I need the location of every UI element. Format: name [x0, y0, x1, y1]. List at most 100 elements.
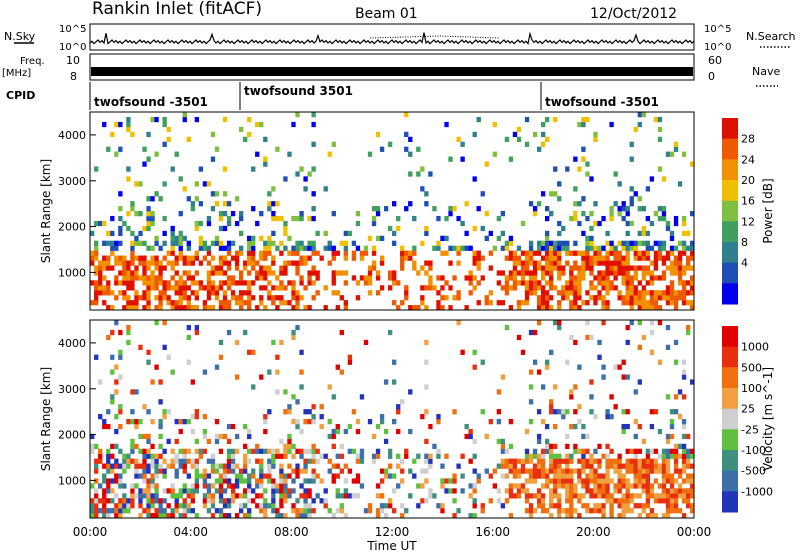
- velocity-cell: [138, 493, 143, 499]
- velocity-cell: [657, 483, 663, 489]
- power-cell: [508, 270, 514, 276]
- velocity-cell: [279, 478, 284, 484]
- velocity-cell: [508, 443, 514, 449]
- power-cell: [412, 215, 417, 222]
- power-cell: [685, 245, 691, 251]
- power-cell: [528, 290, 534, 296]
- velocity-cell: [186, 493, 191, 499]
- power-cell: [267, 290, 272, 296]
- velocity-cell: [532, 463, 538, 469]
- power-cell: [597, 250, 602, 256]
- velocity-cell: [569, 394, 574, 400]
- velocity-cell: [589, 463, 594, 469]
- velocity-cell: [247, 513, 252, 519]
- velocity-cell: [392, 379, 397, 385]
- velocity-cell: [214, 488, 220, 494]
- power-cell: [536, 146, 542, 152]
- power-cell: [673, 220, 679, 227]
- velocity-cell: [577, 458, 582, 464]
- velocity-cell: [146, 433, 151, 440]
- velocity-cell: [440, 478, 445, 484]
- velocity-cell: [291, 453, 296, 459]
- power-cell: [90, 300, 95, 306]
- velocity-cell: [669, 433, 675, 440]
- velocity-cell: [657, 468, 663, 474]
- velocity-cell: [633, 433, 638, 440]
- power-cell: [114, 255, 119, 261]
- velocity-cell: [673, 463, 679, 469]
- power-cell: [520, 300, 526, 306]
- power-cell: [230, 255, 236, 261]
- power-cell: [243, 136, 248, 142]
- power-cell: [645, 270, 651, 276]
- power-cell: [299, 295, 304, 301]
- velocity-cell: [259, 493, 264, 499]
- velocity-cell: [456, 320, 461, 326]
- velocity-cell: [577, 468, 582, 474]
- velocity-cell: [492, 468, 497, 474]
- power-cell: [283, 265, 288, 271]
- power-cell: [98, 290, 103, 296]
- velocity-cell: [424, 468, 429, 474]
- velocity-cell: [512, 463, 518, 469]
- velocity-cell: [263, 428, 268, 435]
- power-cell: [222, 280, 228, 286]
- power-cell: [573, 215, 578, 222]
- power-cell: [532, 206, 538, 212]
- velocity-cell: [114, 508, 119, 514]
- velocity-cell: [230, 453, 236, 459]
- power-cell: [536, 305, 542, 311]
- power-cell: [243, 265, 248, 271]
- velocity-cell: [287, 463, 292, 469]
- velocity-cell: [311, 468, 316, 474]
- velocity-cell: [512, 493, 518, 499]
- velocity-cell: [94, 493, 99, 499]
- velocity-cell: [641, 483, 646, 489]
- power-cell: [134, 270, 139, 276]
- velocity-cell: [536, 488, 542, 494]
- power-cell: [202, 300, 208, 306]
- velocity-cell: [251, 473, 256, 479]
- velocity-cell: [653, 513, 659, 519]
- power-cell: [468, 280, 473, 286]
- power-cell: [110, 245, 115, 251]
- power-cell: [573, 300, 578, 306]
- power-cell: [617, 240, 622, 246]
- velocity-cell: [387, 448, 393, 454]
- velocity-cell: [150, 458, 155, 464]
- velocity-cell: [637, 463, 642, 469]
- velocity-cell: [649, 448, 655, 454]
- power-cell: [263, 255, 268, 261]
- velocity-cell: [102, 463, 107, 469]
- power-cell: [412, 245, 417, 251]
- velocity-cell: [331, 463, 336, 469]
- power-cell: [549, 191, 554, 197]
- velocity-cell: [194, 414, 200, 420]
- power-cell: [146, 225, 151, 232]
- power-cell: [234, 260, 240, 266]
- power-cell: [532, 275, 538, 281]
- power-cell: [146, 131, 151, 138]
- power-cell: [178, 230, 183, 237]
- velocity-cell: [677, 468, 683, 474]
- velocity-cell: [545, 478, 550, 484]
- velocity-cell: [536, 369, 542, 375]
- velocity-cell: [645, 463, 651, 469]
- power-cell: [198, 285, 204, 291]
- power-cell: [557, 270, 562, 276]
- velocity-cell: [247, 508, 252, 514]
- velocity-cell: [553, 493, 558, 499]
- velocity-cell: [234, 483, 240, 489]
- power-cell: [247, 305, 252, 311]
- velocity-cell: [605, 473, 610, 479]
- velocity-cell: [158, 463, 163, 469]
- power-cell: [263, 245, 268, 251]
- power-cell: [255, 220, 260, 227]
- power-cell: [540, 240, 546, 246]
- velocity-cell: [170, 483, 175, 489]
- velocity-cell: [669, 423, 675, 430]
- power-cell: [637, 250, 642, 256]
- velocity-cell: [685, 453, 691, 459]
- power-cell: [665, 151, 671, 157]
